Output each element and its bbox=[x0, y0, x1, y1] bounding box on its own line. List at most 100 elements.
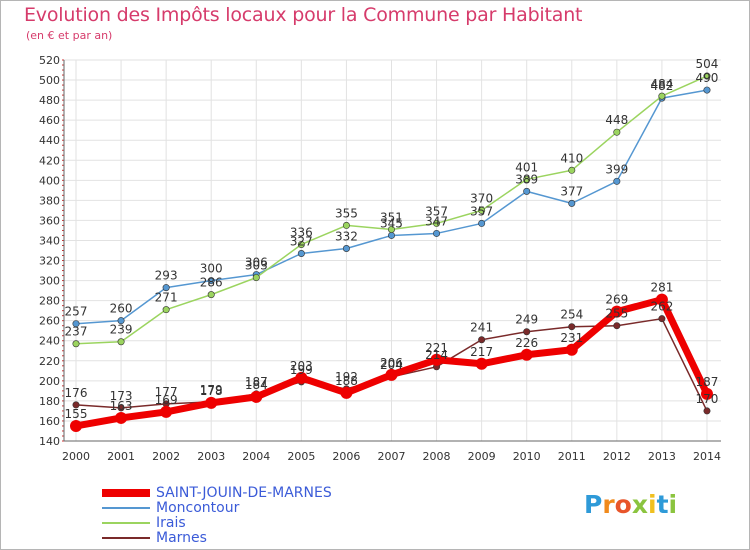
point-irais-2009 bbox=[478, 206, 486, 214]
point-irais-2007 bbox=[387, 225, 395, 233]
data-label-saint-jouin-de-marnes-2012: 269 bbox=[605, 293, 628, 307]
legend-label-moncontour: Moncontour bbox=[156, 500, 240, 516]
point-saint-jouin-de-marnes-2004 bbox=[250, 390, 263, 403]
data-label-saint-jouin-de-marnes-2013: 281 bbox=[650, 281, 673, 295]
point-saint-jouin-de-marnes-2013 bbox=[655, 293, 668, 306]
y-tick-label-200: 200 bbox=[39, 375, 60, 388]
x-tick-label-2006: 2006 bbox=[332, 450, 360, 463]
legend-item-marnes: Marnes bbox=[102, 530, 207, 546]
point-moncontour-2000 bbox=[72, 320, 80, 328]
data-label-irais-2001: 239 bbox=[110, 323, 133, 337]
legend-label-marnes: Marnes bbox=[156, 530, 207, 546]
point-irais-2012 bbox=[613, 128, 621, 136]
data-label-moncontour-2010: 389 bbox=[515, 172, 538, 186]
point-moncontour-2014 bbox=[703, 86, 711, 94]
point-saint-jouin-de-marnes-2006 bbox=[340, 386, 353, 399]
point-saint-jouin-de-marnes-2008 bbox=[430, 353, 443, 366]
point-irais-2000 bbox=[72, 340, 80, 348]
data-label-marnes-2004: 187 bbox=[245, 375, 268, 389]
data-label-moncontour-2002: 293 bbox=[155, 269, 178, 283]
x-tick-label-2007: 2007 bbox=[377, 450, 405, 463]
point-moncontour-2002 bbox=[162, 284, 170, 292]
data-label-saint-jouin-de-marnes-2008: 221 bbox=[425, 341, 448, 355]
data-label-irais-2011: 410 bbox=[560, 151, 583, 165]
data-label-saint-jouin-de-marnes-2004: 184 bbox=[245, 378, 268, 392]
data-label-irais-2004: 303 bbox=[245, 259, 268, 273]
point-saint-jouin-de-marnes-2007 bbox=[385, 368, 398, 381]
data-label-irais-2006: 355 bbox=[335, 206, 358, 220]
point-irais-2010 bbox=[523, 175, 531, 183]
data-label-irais-2014: 504 bbox=[696, 57, 719, 71]
data-label-irais-2008: 357 bbox=[425, 204, 448, 218]
point-irais-2001 bbox=[117, 338, 125, 346]
data-label-saint-jouin-de-marnes-2003: 178 bbox=[200, 384, 223, 398]
y-tick-label-300: 300 bbox=[39, 275, 60, 288]
legend-swatch-marnes bbox=[102, 537, 150, 539]
y-tick-label-180: 180 bbox=[39, 395, 60, 408]
point-moncontour-2007 bbox=[387, 231, 395, 239]
data-label-marnes-2000: 176 bbox=[65, 386, 88, 400]
legend-item-saint-jouin-de-marnes: SAINT-JOUIN-DE-MARNES bbox=[102, 485, 332, 501]
data-label-moncontour-2011: 377 bbox=[560, 184, 583, 198]
data-label-irais-2003: 286 bbox=[200, 276, 223, 290]
legend-label-saint-jouin-de-marnes: SAINT-JOUIN-DE-MARNES bbox=[156, 485, 332, 501]
data-label-moncontour-2013: 482 bbox=[650, 79, 673, 93]
data-label-moncontour-2007: 345 bbox=[380, 216, 403, 230]
logo-letter: P bbox=[584, 490, 603, 519]
x-tick-label-2004: 2004 bbox=[242, 450, 270, 463]
point-moncontour-2011 bbox=[568, 199, 576, 207]
y-tick-label-440: 440 bbox=[39, 134, 60, 147]
data-label-irais-2000: 237 bbox=[65, 325, 88, 339]
point-saint-jouin-de-marnes-2005 bbox=[295, 371, 308, 384]
x-tick-label-2014: 2014 bbox=[693, 450, 721, 463]
data-label-marnes-2010: 249 bbox=[515, 313, 538, 327]
data-label-irais-2005: 336 bbox=[290, 225, 313, 239]
data-label-moncontour-2004: 306 bbox=[245, 256, 268, 270]
logo-letter: x bbox=[631, 490, 648, 519]
point-saint-jouin-de-marnes-2000 bbox=[70, 419, 82, 432]
data-label-marnes-2008: 214 bbox=[425, 348, 448, 362]
data-label-irais-2007: 351 bbox=[380, 210, 403, 224]
point-irais-2008 bbox=[433, 219, 441, 227]
data-label-marnes-2011: 254 bbox=[560, 308, 583, 322]
point-marnes-2012 bbox=[613, 322, 621, 330]
y-tick-label-500: 500 bbox=[39, 74, 60, 87]
point-marnes-2009 bbox=[478, 336, 486, 344]
point-moncontour-2003 bbox=[207, 277, 215, 285]
point-marnes-2013 bbox=[658, 315, 666, 323]
point-moncontour-2009 bbox=[478, 219, 486, 227]
point-marnes-2010 bbox=[523, 328, 531, 336]
data-label-moncontour-2008: 347 bbox=[425, 214, 448, 228]
point-moncontour-2001 bbox=[117, 317, 125, 325]
legend-swatch-irais bbox=[102, 522, 150, 524]
point-moncontour-2005 bbox=[297, 250, 305, 258]
data-label-marnes-2003: 179 bbox=[200, 383, 223, 397]
data-label-saint-jouin-de-marnes-2005: 203 bbox=[290, 359, 313, 373]
data-label-marnes-2001: 173 bbox=[110, 389, 133, 403]
point-saint-jouin-de-marnes-2010 bbox=[520, 348, 533, 361]
chart-title: Evolution des Impôts locaux pour la Comm… bbox=[24, 4, 583, 26]
y-tick-label-260: 260 bbox=[39, 315, 60, 328]
data-label-irais-2013: 484 bbox=[650, 77, 673, 91]
point-marnes-2011 bbox=[568, 323, 576, 331]
point-moncontour-2010 bbox=[523, 187, 531, 195]
y-tick-label-520: 520 bbox=[39, 54, 60, 67]
point-irais-2005 bbox=[297, 240, 305, 248]
point-marnes-2000 bbox=[72, 401, 80, 409]
data-label-saint-jouin-de-marnes-2010: 226 bbox=[515, 336, 538, 350]
data-label-irais-2010: 401 bbox=[515, 160, 538, 174]
point-irais-2002 bbox=[162, 306, 170, 314]
y-tick-label-400: 400 bbox=[39, 174, 60, 187]
point-saint-jouin-de-marnes-2011 bbox=[565, 343, 578, 356]
y-tick-label-480: 480 bbox=[39, 94, 60, 107]
point-saint-jouin-de-marnes-2012 bbox=[610, 305, 623, 318]
point-marnes-2001 bbox=[117, 404, 125, 412]
point-irais-2013 bbox=[658, 92, 666, 100]
logo-letter: r bbox=[602, 490, 615, 519]
data-label-saint-jouin-de-marnes-2000: 155 bbox=[65, 407, 88, 421]
legend-item-irais: Irais bbox=[102, 515, 186, 531]
y-tick-label-380: 380 bbox=[39, 194, 60, 207]
data-label-irais-2009: 370 bbox=[470, 191, 493, 205]
point-irais-2006 bbox=[342, 221, 350, 229]
